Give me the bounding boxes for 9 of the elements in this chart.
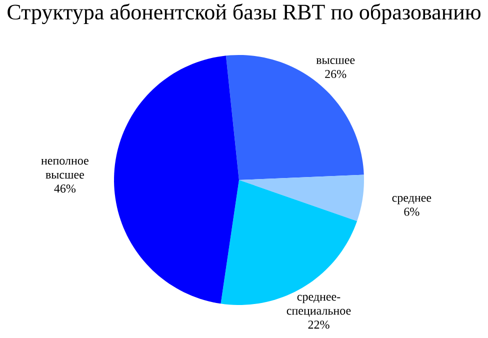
chart-title: Структура абонентской базы RBT по образованию — [8, 4, 480, 24]
slice-label: высшее — [316, 58, 355, 64]
data-label: 26% — [325, 70, 346, 78]
slice-label: среднее-специальное — [286, 294, 351, 317]
slice-label: среднее — [392, 196, 432, 204]
slice-label: неполное высшее — [41, 158, 88, 179]
data-label: 46% — [54, 184, 76, 193]
data-label: 22% — [308, 320, 330, 329]
data-label: 6% — [404, 208, 420, 216]
